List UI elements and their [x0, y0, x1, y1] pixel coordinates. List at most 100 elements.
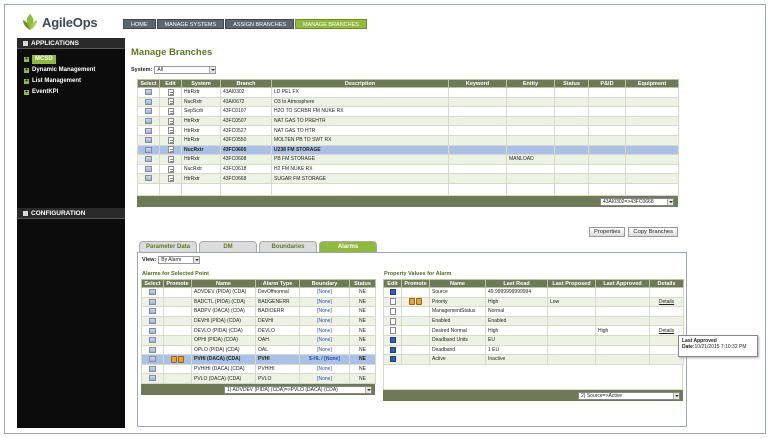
select-icon[interactable]: [145, 146, 152, 153]
select-icon[interactable]: [149, 337, 156, 344]
alarm-range-select[interactable]: 1) ADVDEV (PIDA) (CDA)=>PVLO (DACA) (CDA…: [224, 385, 372, 394]
boundary-link[interactable]: [None]: [299, 373, 350, 384]
edit-cell[interactable]: [159, 154, 182, 165]
sidebar-item-eventkpi[interactable]: + EventKPI: [17, 87, 125, 98]
select-icon[interactable]: [145, 108, 152, 115]
boundary-link[interactable]: $-HL / [None]: [299, 354, 350, 365]
edit-icon[interactable]: [167, 175, 174, 183]
promote-cell[interactable]: [401, 344, 430, 356]
sidebar-item-dynamic-management[interactable]: + Dynamic Management: [17, 65, 125, 76]
edit-cell[interactable]: [383, 344, 402, 356]
promote-cell[interactable]: [163, 354, 192, 365]
edit-cell[interactable]: [159, 173, 182, 184]
table-row[interactable]: NucRxtr 43AI0672 O3 to Atmosphere: [137, 96, 679, 108]
promote-icon[interactable]: [408, 298, 415, 306]
select-cell[interactable]: [141, 306, 164, 317]
sidebar-item-mcsd[interactable]: + MCSD: [17, 54, 125, 65]
select-icon[interactable]: [145, 175, 152, 182]
select-cell[interactable]: [141, 354, 164, 365]
edit-cell[interactable]: [159, 106, 182, 117]
table-row[interactable]: NucRxtr 43FC0618 H2 FM NUKE RX: [137, 163, 679, 175]
select-cell[interactable]: [137, 96, 160, 108]
promote-cell[interactable]: [401, 325, 430, 336]
edit-icon[interactable]: [167, 98, 174, 106]
edit-cell[interactable]: [383, 315, 402, 327]
edit-cell[interactable]: [383, 287, 402, 298]
edit-icon[interactable]: [167, 155, 174, 163]
table-row[interactable]: Desired Normal High High Details: [383, 325, 684, 336]
table-row[interactable]: ManagementStatus Normal: [383, 306, 684, 317]
table-row[interactable]: HtrRxtr 43AI0302 LD PEL FX: [137, 87, 679, 98]
boundary-link[interactable]: [None]: [299, 287, 350, 298]
table-row[interactable]: PVHI (DACA) (CDA) PVHI $-HL / [None] NE: [141, 354, 376, 365]
nav-manage-branches[interactable]: MANAGE BRANCHES: [295, 19, 367, 29]
select-cell[interactable]: [141, 315, 164, 327]
tab-alarms[interactable]: Alarms: [319, 241, 377, 252]
edit-icon[interactable]: [389, 298, 396, 306]
promote-cell[interactable]: [401, 296, 430, 308]
view-select[interactable]: By Alarm: [158, 256, 201, 264]
select-icon[interactable]: [149, 317, 156, 324]
edit-icon[interactable]: [167, 127, 174, 135]
edit-icon[interactable]: [167, 107, 174, 115]
table-row[interactable]: Priority High Low Details: [383, 296, 684, 308]
table-row[interactable]: DEVHI (PIDA) (CDA) DEVHI [None] NE: [141, 315, 376, 327]
boundary-link[interactable]: [None]: [299, 344, 350, 356]
edit-icon[interactable]: [167, 88, 174, 96]
select-cell[interactable]: [137, 154, 160, 165]
select-icon[interactable]: [145, 165, 152, 172]
edit-cell[interactable]: [383, 296, 402, 308]
select-icon[interactable]: [149, 298, 156, 305]
edit-icon[interactable]: [389, 327, 396, 335]
edit-cell[interactable]: [383, 325, 402, 336]
table-row[interactable]: Enabled Enabled: [383, 315, 684, 327]
edit-cell[interactable]: [383, 306, 402, 317]
table-row[interactable]: PVHIHI (DACA) (CDA) PVHIHI [None] NE: [141, 363, 376, 375]
info-icon[interactable]: [389, 346, 396, 353]
select-cell[interactable]: [137, 173, 160, 184]
tab-dm[interactable]: DM: [199, 241, 257, 252]
details-cell[interactable]: Details: [649, 296, 684, 308]
info-icon[interactable]: [389, 289, 396, 296]
select-icon[interactable]: [149, 327, 156, 334]
select-icon[interactable]: [145, 127, 152, 134]
promote-cell[interactable]: [163, 315, 192, 327]
promote-cell[interactable]: [163, 287, 192, 298]
promote-cell[interactable]: [401, 287, 430, 298]
select-icon[interactable]: [149, 375, 156, 382]
select-cell[interactable]: [141, 296, 164, 308]
boundary-link[interactable]: [None]: [299, 325, 350, 336]
select-cell[interactable]: [141, 325, 164, 336]
select-icon[interactable]: [149, 346, 156, 353]
select-icon[interactable]: [149, 356, 156, 363]
boundary-link[interactable]: [None]: [299, 363, 350, 375]
system-select[interactable]: All: [154, 66, 217, 74]
table-row[interactable]: HtrRxtr 43FC0668 SUGAR FM STORAGE: [137, 173, 679, 184]
table-row[interactable]: HtrRxtr 43FC0527 NAT GAS TO HTR: [137, 125, 679, 136]
select-icon[interactable]: [145, 98, 152, 105]
select-cell[interactable]: [141, 344, 164, 356]
table-row[interactable]: SepScrb 43FC0107 H2O TO SCRBR FM NUKE RX: [137, 106, 679, 117]
select-icon[interactable]: [145, 117, 152, 124]
select-cell[interactable]: [141, 363, 164, 375]
copy-branches-button[interactable]: Copy Branches: [628, 227, 679, 237]
select-cell[interactable]: [141, 373, 164, 384]
edit-cell[interactable]: [383, 334, 402, 346]
select-icon[interactable]: [149, 365, 156, 372]
info-icon[interactable]: [389, 337, 396, 344]
properties-button[interactable]: Properties: [589, 227, 626, 237]
select-icon[interactable]: [149, 308, 156, 315]
table-row[interactable]: PVLO (DACA) (CDA) PVLO [None] NE: [141, 373, 376, 384]
select-cell[interactable]: [137, 115, 160, 127]
edit-cell[interactable]: [159, 87, 182, 98]
promote-cell[interactable]: [163, 363, 192, 375]
promote-cell[interactable]: [401, 334, 430, 346]
property-range-select[interactable]: 2) Source=>Active: [578, 391, 680, 400]
select-cell[interactable]: [137, 106, 160, 117]
details-link[interactable]: Details: [658, 298, 675, 305]
edit-cell[interactable]: [159, 163, 182, 175]
details-link[interactable]: Details: [658, 327, 675, 334]
edit-cell[interactable]: [159, 115, 182, 127]
info-icon[interactable]: [389, 356, 396, 363]
select-cell[interactable]: [137, 144, 160, 156]
